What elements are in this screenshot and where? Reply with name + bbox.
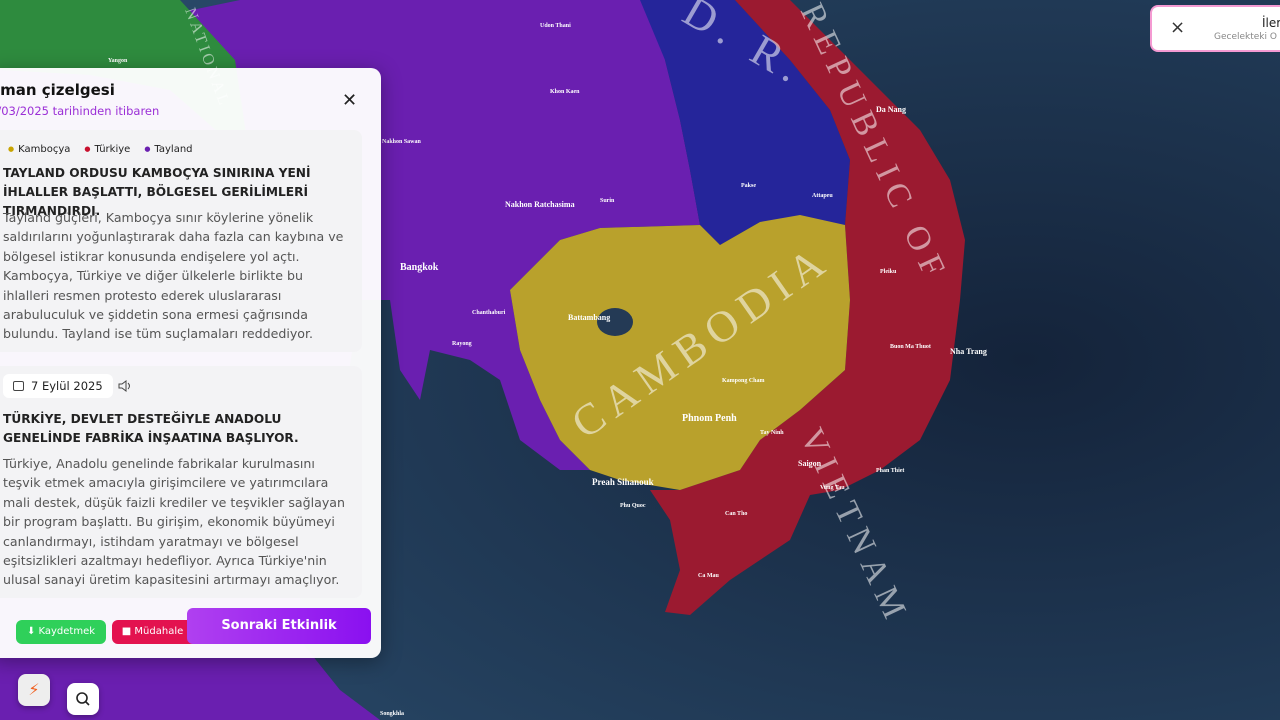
save-button[interactable]: ⬇ Kaydetmek [16,620,106,644]
city: Udon Thani [540,23,571,29]
next-label: Sonraki Etkinlik [221,618,337,633]
legend-item: Kamboçya [8,144,70,155]
legend-item: Türkiye [84,144,130,155]
panel-subtitle: 9/03/2025 tarihinden itibaren [0,104,160,118]
intervene-label: Müdahale etmek [134,626,219,637]
event-title: TÜRKİYE, DEVLET DESTEĞİYLE ANADOLU GENEL… [3,412,299,445]
city: Yangon [108,58,128,64]
city: Bangkok [400,262,439,273]
city: Saigon [798,459,822,468]
city: Ca Mau [698,573,719,579]
legend: Kamboçya Türkiye Tayland [8,144,192,155]
city: Nakhon Sawan [382,139,422,145]
event-date-text: 7 Eylül 2025 [31,379,103,393]
city: Songkhla [380,711,404,717]
save-label: Kaydetmek [38,626,96,637]
calendar-icon [13,381,24,391]
notification: × İleri Gecelekteki O [1150,5,1280,52]
city: Attapeu [812,193,833,199]
city: Surin [600,198,615,204]
next-event-button[interactable]: Sonraki Etkinlik [187,608,371,644]
city: Preah Sihanouk [592,477,654,487]
city: Kampong Cham [722,378,765,384]
city: Pakse [741,183,756,189]
notification-close[interactable]: × [1170,17,1186,38]
city: Phan Thiet [876,468,904,474]
notification-subtitle: Gecelekteki O [1214,32,1277,42]
vietnam [650,0,965,615]
city: Da Nang [876,105,906,114]
event-card: 7 Eylül 2025 TÜRKİYE, DEVLET DESTEĞİYLE … [0,366,362,598]
search-icon [76,692,90,706]
event-card: Kamboçya Türkiye Tayland TAYLAND ORDUSU … [0,130,362,352]
event-body: Tayland güçleri, Kamboçya sınır köylerin… [3,210,344,342]
city: Vung Tau [820,485,845,491]
panel-title: aman çizelgesi [0,81,115,99]
city: Phnom Penh [682,413,737,424]
city: Nakhon Ratchasima [505,200,575,209]
event-date: 7 Eylül 2025 [3,374,113,398]
city: Nha Trang [950,347,987,356]
laos [640,0,850,245]
city: Phu Quoc [620,503,646,509]
city: Can Tho [725,511,747,517]
city: Tay Ninh [760,430,784,436]
speaker-icon[interactable] [118,380,132,392]
cambodia [510,215,850,490]
event-body: Türkiye, Anadolu genelinde fabrikalar ku… [3,456,345,588]
city: Khon Kaen [550,89,580,95]
city: Battambang [568,313,610,322]
lake [597,308,633,336]
city-labels: Bangkok Nakhon Ratchasima Battambang Phn… [108,23,987,717]
search-button[interactable] [67,683,99,715]
close-button[interactable]: ✕ [342,90,358,111]
event-title: TAYLAND ORDUSU KAMBOÇYA SINIRINA YENİ İH… [3,166,311,218]
city: Pleiku [880,269,897,275]
city: Chanthaburi [472,310,506,316]
action-button[interactable]: ⚡ [18,674,50,706]
legend-item: Tayland [144,144,192,155]
notification-title: İleri [1262,16,1280,30]
city: Buon Ma Thuot [890,344,931,350]
timeline-panel: aman çizelgesi 9/03/2025 tarihinden itib… [0,68,381,658]
city: Rayong [452,341,472,347]
